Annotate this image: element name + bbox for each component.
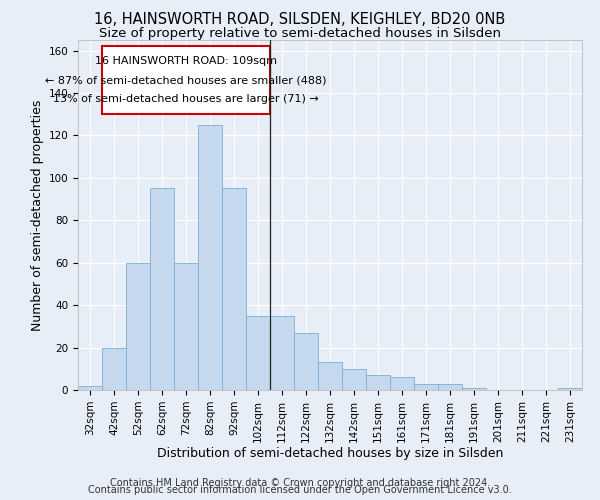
Text: Contains public sector information licensed under the Open Government Licence v3: Contains public sector information licen… <box>88 485 512 495</box>
Bar <box>198 125 222 390</box>
Bar <box>318 362 342 390</box>
Bar <box>103 46 269 114</box>
Bar <box>390 378 414 390</box>
Bar <box>270 316 294 390</box>
Bar <box>126 262 150 390</box>
Bar <box>246 316 270 390</box>
Text: ← 87% of semi-detached houses are smaller (488): ← 87% of semi-detached houses are smalle… <box>45 76 327 86</box>
Bar <box>414 384 438 390</box>
Text: 16 HAINSWORTH ROAD: 109sqm: 16 HAINSWORTH ROAD: 109sqm <box>95 56 277 66</box>
Text: Size of property relative to semi-detached houses in Silsden: Size of property relative to semi-detach… <box>99 28 501 40</box>
Bar <box>366 375 390 390</box>
Text: 13% of semi-detached houses are larger (71) →: 13% of semi-detached houses are larger (… <box>53 94 319 104</box>
Bar <box>222 188 246 390</box>
Text: Contains HM Land Registry data © Crown copyright and database right 2024.: Contains HM Land Registry data © Crown c… <box>110 478 490 488</box>
Y-axis label: Number of semi-detached properties: Number of semi-detached properties <box>31 100 44 330</box>
Bar <box>294 332 318 390</box>
Bar <box>102 348 126 390</box>
Bar <box>78 386 102 390</box>
X-axis label: Distribution of semi-detached houses by size in Silsden: Distribution of semi-detached houses by … <box>157 448 503 460</box>
Text: 16, HAINSWORTH ROAD, SILSDEN, KEIGHLEY, BD20 0NB: 16, HAINSWORTH ROAD, SILSDEN, KEIGHLEY, … <box>94 12 506 28</box>
Bar <box>462 388 486 390</box>
Bar <box>150 188 174 390</box>
Bar <box>342 369 366 390</box>
Bar <box>438 384 462 390</box>
Bar <box>174 262 198 390</box>
Bar <box>558 388 582 390</box>
